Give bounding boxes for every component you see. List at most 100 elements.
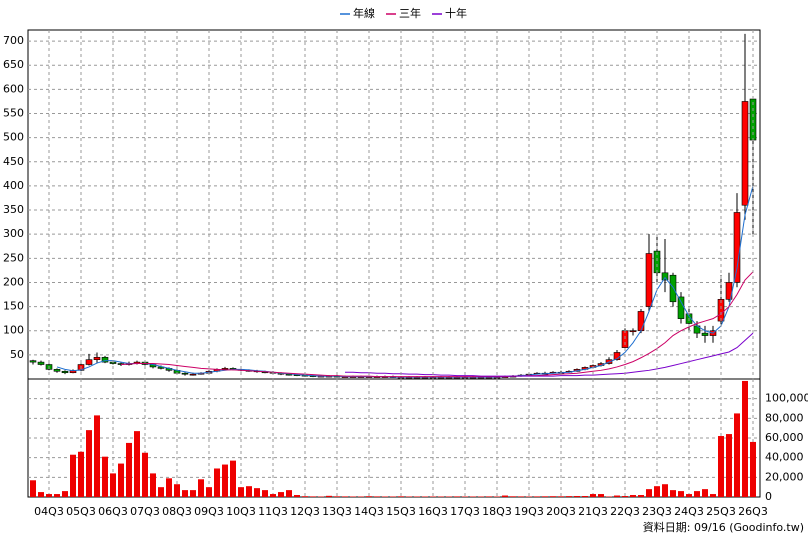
y-tick-label: 350 bbox=[3, 203, 24, 216]
price-panel bbox=[27, 29, 761, 380]
volume-bar bbox=[654, 486, 660, 497]
legend-label: 十年 bbox=[445, 6, 467, 20]
volume-bar bbox=[702, 489, 708, 497]
x-tick-label: 22Q3 bbox=[610, 505, 640, 518]
volume-bar bbox=[102, 456, 108, 497]
candle-body bbox=[637, 311, 645, 332]
x-tick-label: 13Q3 bbox=[322, 505, 352, 518]
y2-tick-label: 0 bbox=[765, 490, 772, 503]
volume-bar bbox=[150, 473, 156, 497]
volume-bar bbox=[94, 415, 100, 497]
candle-body bbox=[621, 330, 629, 348]
volume-bar bbox=[510, 496, 516, 497]
volume-bar bbox=[174, 484, 180, 497]
volume-bar bbox=[582, 496, 588, 497]
x-tick-label: 10Q3 bbox=[226, 505, 256, 518]
volume-bar bbox=[718, 436, 724, 497]
volume-bar bbox=[30, 480, 36, 497]
x-tick-label: 05Q3 bbox=[66, 505, 96, 518]
candle-body bbox=[669, 274, 677, 303]
volume-bar bbox=[38, 492, 44, 497]
volume-bar bbox=[542, 496, 548, 497]
volume-bar bbox=[222, 464, 228, 497]
volume-bar bbox=[62, 491, 68, 497]
y-tick-label: 650 bbox=[3, 58, 24, 71]
volume-bar bbox=[254, 488, 260, 497]
volume-bar bbox=[678, 491, 684, 497]
volume-bar bbox=[166, 478, 172, 497]
x-tick-label: 06Q3 bbox=[98, 505, 128, 518]
volume-bar bbox=[670, 490, 676, 497]
volume-bar bbox=[622, 496, 628, 497]
volume-bar bbox=[710, 494, 716, 497]
y2-tick-label: 80,000 bbox=[765, 411, 804, 424]
volume-bar bbox=[366, 496, 372, 497]
candle-body bbox=[29, 360, 37, 363]
y-tick-label: 100 bbox=[3, 324, 24, 337]
y2-tick-label: 100,000 bbox=[765, 392, 808, 405]
x-tick-label: 12Q3 bbox=[290, 505, 320, 518]
x-tick-label: 21Q3 bbox=[578, 505, 608, 518]
volume-bar bbox=[750, 441, 756, 497]
ma-line bbox=[345, 332, 754, 377]
x-tick-label: 11Q3 bbox=[258, 505, 288, 518]
volume-bar bbox=[454, 496, 460, 497]
volume-bar bbox=[686, 494, 692, 497]
legend-label: 三年 bbox=[399, 6, 421, 20]
candle-body bbox=[53, 369, 61, 372]
volume-bar bbox=[326, 495, 332, 497]
volume-bar bbox=[86, 430, 92, 497]
volume-bar bbox=[614, 495, 620, 497]
volume-bar bbox=[190, 490, 196, 497]
y2-tick-label: 40,000 bbox=[765, 451, 804, 464]
x-tick-label: 20Q3 bbox=[546, 505, 576, 518]
volume-bar bbox=[278, 492, 284, 497]
x-tick-label: 23Q3 bbox=[642, 505, 672, 518]
volume-bar bbox=[182, 490, 188, 497]
footnote: 資料日期: 09/16 (Goodinfo.tw) bbox=[643, 520, 804, 534]
candle-body bbox=[61, 370, 69, 374]
x-tick-label: 15Q3 bbox=[386, 505, 416, 518]
legend-label: 年線 bbox=[353, 6, 375, 20]
candle-body bbox=[741, 101, 749, 206]
volume-bar bbox=[630, 495, 636, 497]
ma-line bbox=[120, 271, 754, 378]
volume-bar bbox=[398, 496, 404, 497]
volume-bar bbox=[110, 473, 116, 497]
x-tick-label: 16Q3 bbox=[418, 505, 448, 518]
candle-body bbox=[101, 356, 109, 363]
candle-body bbox=[701, 332, 709, 336]
y2-tick-label: 60,000 bbox=[765, 431, 804, 444]
x-tick-label: 26Q3 bbox=[738, 505, 768, 518]
x-tick-label: 25Q3 bbox=[706, 505, 736, 518]
y-tick-label: 50 bbox=[10, 348, 24, 361]
x-tick-label: 17Q3 bbox=[450, 505, 480, 518]
volume-bar bbox=[46, 494, 52, 497]
volume-bar bbox=[286, 490, 292, 497]
volume-bar bbox=[550, 496, 556, 497]
x-tick-label: 24Q3 bbox=[674, 505, 704, 518]
volume-bar bbox=[198, 479, 204, 497]
volume-bar bbox=[70, 454, 76, 497]
volume-bar bbox=[374, 496, 380, 497]
x-tick-label: 19Q3 bbox=[514, 505, 544, 518]
volume-bar bbox=[646, 489, 652, 497]
y-tick-label: 250 bbox=[3, 251, 24, 264]
y2-tick-label: 20,000 bbox=[765, 470, 804, 483]
candle-body bbox=[645, 253, 653, 307]
volume-bar bbox=[598, 494, 604, 497]
volume-bar bbox=[134, 431, 140, 497]
volume-bar bbox=[574, 496, 580, 497]
volume-bar bbox=[334, 496, 340, 497]
candle-body bbox=[189, 373, 197, 376]
y-tick-label: 700 bbox=[3, 34, 24, 47]
volume-bar bbox=[230, 460, 236, 497]
volume-bar bbox=[158, 487, 164, 497]
candle-body bbox=[181, 372, 189, 375]
volume-bar bbox=[302, 496, 308, 497]
x-tick-label: 08Q3 bbox=[162, 505, 192, 518]
candle-body bbox=[93, 356, 101, 360]
volume-bar bbox=[118, 463, 124, 497]
volume-bar bbox=[262, 490, 268, 497]
